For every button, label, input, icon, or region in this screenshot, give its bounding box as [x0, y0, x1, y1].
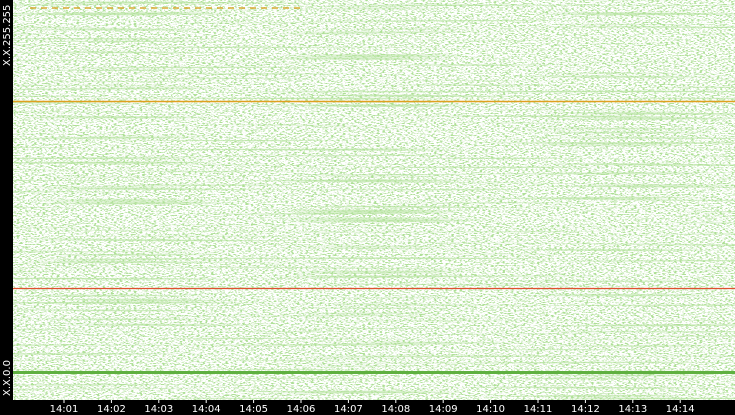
x-axis-bar — [0, 400, 735, 415]
x-tick-label: 14:13 — [618, 404, 647, 415]
x-tick-label: 14:01 — [50, 404, 79, 415]
x-tick-label: 14:04 — [192, 404, 221, 415]
x-tick-label: 14:07 — [334, 404, 363, 415]
x-tick-label: 14:05 — [239, 404, 268, 415]
x-axis: 14:01 14:02 14:03 14:04 14:05 14:06 14:07 14:08… — [50, 400, 695, 415]
x-tick-label: 14:06 — [287, 404, 316, 415]
x-tick-label: 14:09 — [429, 404, 458, 415]
streak-texture — [13, 0, 735, 400]
x-tick-label: 14:03 — [144, 404, 173, 415]
y-axis-bar — [0, 0, 13, 415]
x-tick-label: 14:02 — [97, 404, 126, 415]
x-tick-label: 14:08 — [381, 404, 410, 415]
x-tick-label: 14:10 — [476, 404, 505, 415]
y-axis-top-label: X.X.255.255 — [2, 5, 13, 66]
x-tick-label: 14:14 — [666, 404, 695, 415]
x-tick-label: 14:11 — [524, 404, 553, 415]
y-axis-bottom-label: X.X.0.0 — [2, 360, 13, 396]
x-tick-label: 14:12 — [571, 404, 600, 415]
